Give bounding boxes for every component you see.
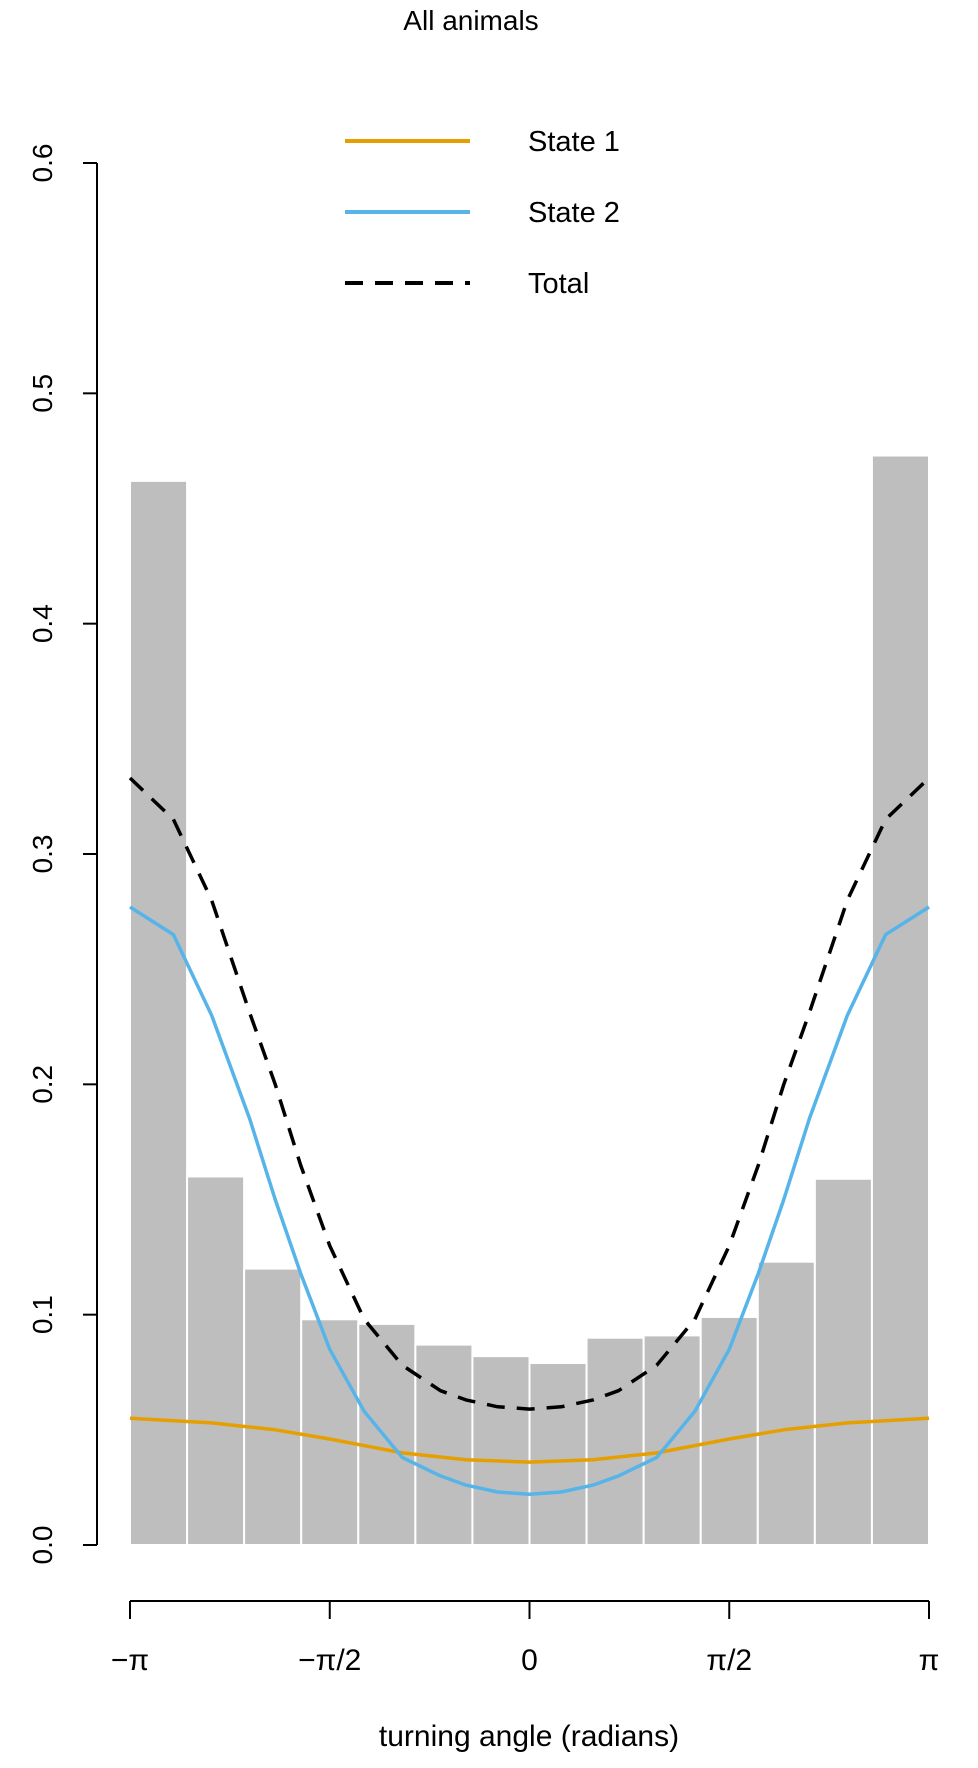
legend-label: State 1 [528, 126, 620, 158]
series-line-state-2 [129, 905, 930, 1497]
histogram-bar [300, 1318, 360, 1546]
density-curves [128, 776, 931, 1497]
x-tick-label: 0 [521, 1644, 538, 1677]
chart-title: All animals [403, 5, 538, 36]
histogram-bar [471, 1355, 531, 1547]
histogram-bar [129, 479, 189, 1546]
histogram-bar [414, 1343, 474, 1546]
histogram-bar [813, 1177, 873, 1547]
legend: State 1 State 2 Total [345, 126, 620, 300]
histogram-bar [699, 1315, 759, 1546]
legend-label: State 2 [528, 197, 620, 229]
axes: 0.0 0.1 0.2 0.3 0.4 0.5 0.6 −π −π/2 0 π/2 π [27, 144, 939, 1677]
series-line-state-1 [129, 1416, 930, 1464]
series-line-total [128, 776, 931, 1411]
y-tick-label: 0.2 [27, 1065, 58, 1104]
y-tick-label: 0.0 [27, 1526, 58, 1565]
histogram-bar [243, 1267, 303, 1546]
y-tick-label: 0.3 [27, 835, 58, 874]
y-tick-label: 0.5 [27, 374, 58, 413]
histogram-bar [756, 1260, 816, 1546]
x-tick-label: π [919, 1644, 940, 1677]
y-tick-label: 0.1 [27, 1295, 58, 1334]
histogram-bar [357, 1322, 417, 1546]
legend-label: Total [528, 268, 589, 300]
histogram-bar [528, 1362, 588, 1546]
y-tick-label: 0.6 [27, 144, 58, 183]
x-tick-label: −π/2 [298, 1644, 361, 1677]
x-tick-label: −π [111, 1644, 149, 1677]
x-axis-label: turning angle (radians) [379, 1720, 679, 1753]
y-tick-label: 0.4 [27, 604, 58, 643]
histogram-bar [585, 1336, 645, 1546]
histogram-bar [870, 454, 931, 1547]
histogram-bar [186, 1175, 246, 1546]
x-tick-label: π/2 [706, 1644, 752, 1677]
histogram-bars [129, 454, 931, 1547]
